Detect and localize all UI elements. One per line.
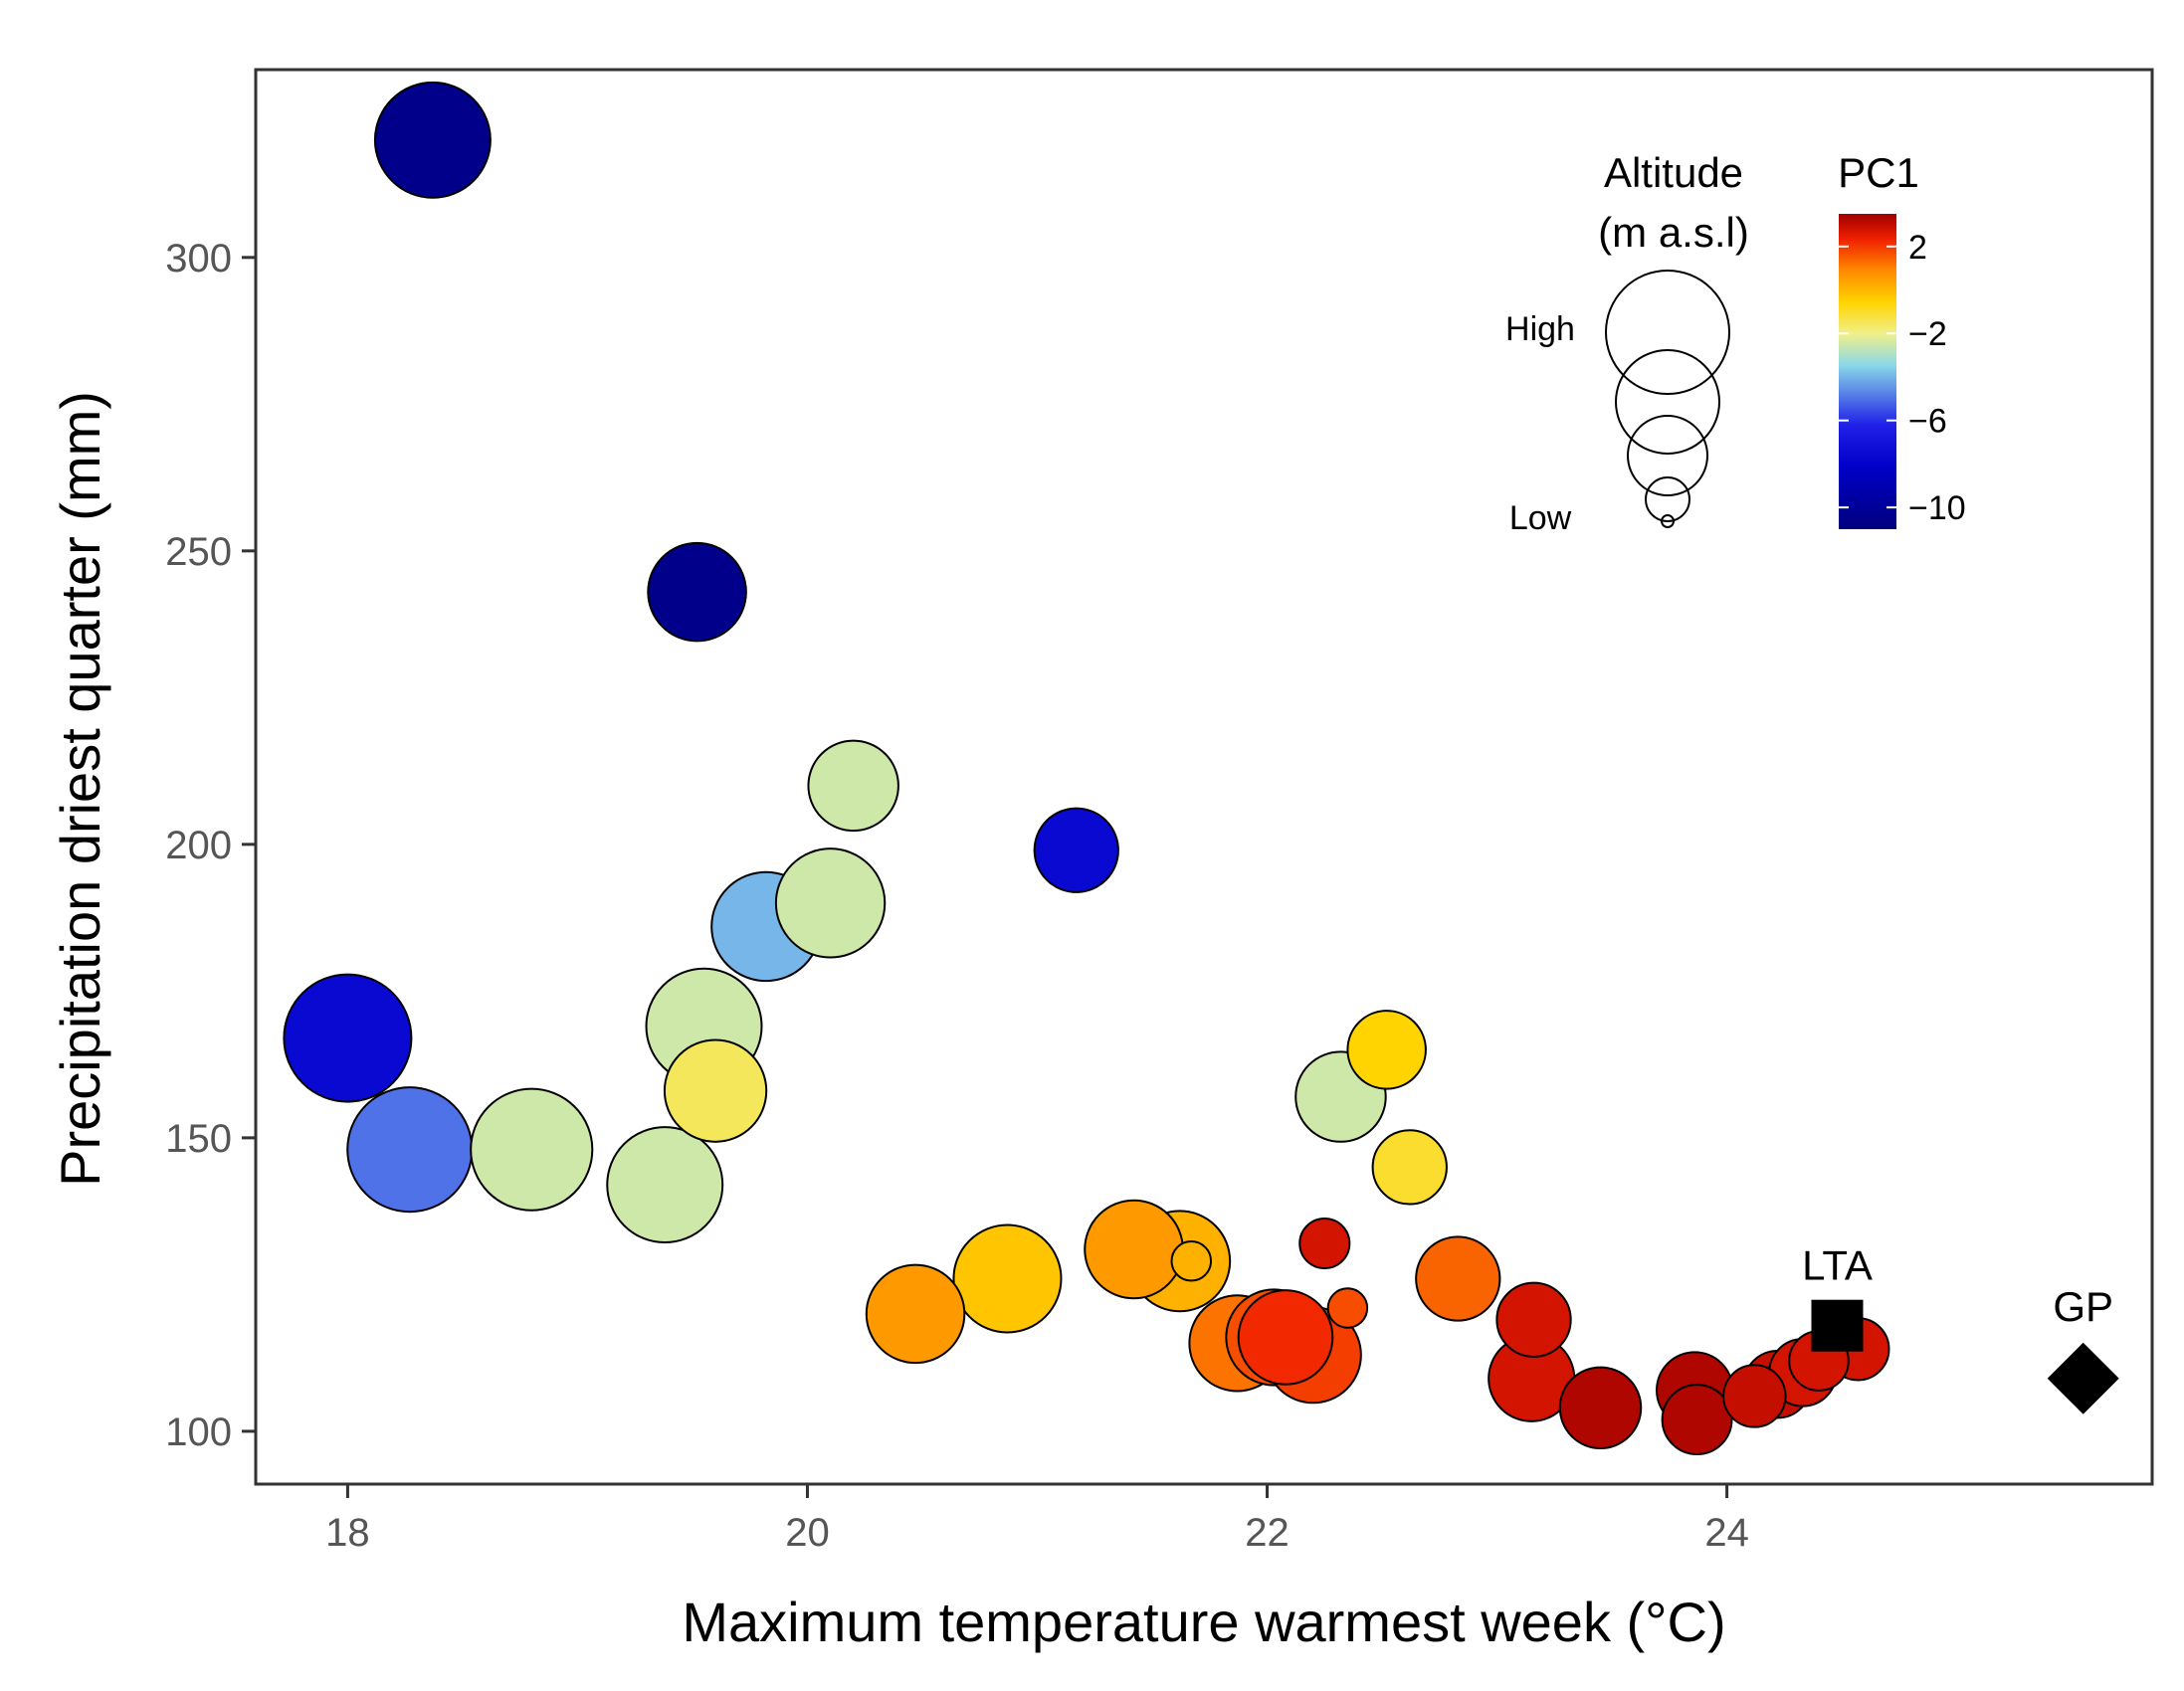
color-bar-tick-label: −6: [1908, 403, 1947, 441]
size-legend-low-label: Low: [1509, 499, 1572, 537]
data-point: [865, 1263, 966, 1365]
data-point: [952, 1223, 1063, 1334]
size-legend-circle-high: [1605, 270, 1730, 395]
y-tick-label: 150: [165, 1117, 232, 1161]
size-legend-high-label: High: [1505, 310, 1575, 348]
x-axis-title: Maximum temperature warmest week (°C): [682, 1591, 1725, 1653]
data-point: [807, 739, 899, 833]
y-tick-label: 250: [165, 530, 232, 574]
color-bar-tick-label: −10: [1908, 489, 1966, 527]
color-bar-ticks: 2 −2 −6 −10: [1839, 229, 1966, 527]
data-point: [1033, 807, 1119, 893]
color-legend: PC1 2 −2 −6 −10: [1838, 149, 1966, 529]
data-point: [283, 973, 413, 1103]
data-point: [1170, 1240, 1213, 1282]
reference-label-gp: GP: [2053, 1283, 2113, 1330]
color-bar: [1839, 214, 1896, 529]
x-tick-label: 22: [1245, 1511, 1290, 1555]
color-bar-tick-label: 2: [1908, 229, 1927, 267]
data-point: [663, 1038, 768, 1143]
size-legend-circle-mid-high: [1615, 349, 1720, 455]
color-legend-title: PC1: [1838, 149, 1919, 196]
data-point: [1495, 1281, 1572, 1358]
data-point: [606, 1126, 724, 1244]
data-point: [1661, 1384, 1733, 1456]
data-point: [1722, 1364, 1787, 1428]
size-legend-circle-mid-low: [1645, 476, 1690, 522]
size-legend-circle-mid: [1627, 415, 1708, 496]
y-tick-label: 100: [165, 1410, 232, 1454]
y-axis-ticks: 100 150 200 250 300: [165, 237, 256, 1454]
y-tick-label: 200: [165, 824, 232, 867]
x-tick-label: 24: [1704, 1511, 1749, 1555]
data-point: [346, 1086, 474, 1214]
size-legend: Altitude (m a.s.l) High Low: [1505, 149, 1749, 537]
reference-points: LTA GP: [1802, 1242, 2119, 1414]
data-point: [470, 1087, 594, 1212]
data-point: [647, 541, 747, 643]
data-point: [1415, 1235, 1501, 1322]
x-axis-ticks: 18 20 22 24: [325, 1484, 1749, 1555]
reference-label-lta: LTA: [1802, 1242, 1873, 1289]
size-legend-title-line1: Altitude: [1604, 149, 1743, 196]
data-point: [1326, 1287, 1369, 1329]
data-points: [283, 81, 1890, 1456]
data-point: [1298, 1218, 1351, 1270]
data-point: [774, 847, 887, 959]
size-legend-circle-low: [1661, 514, 1675, 528]
data-point: [373, 81, 492, 199]
x-tick-label: 20: [785, 1511, 830, 1555]
plot-panel: [254, 68, 2154, 1486]
size-legend-title-line2: (m a.s.l): [1598, 209, 1749, 256]
data-point: [1237, 1289, 1334, 1386]
y-tick-label: 300: [165, 237, 232, 281]
data-point: [1084, 1199, 1184, 1300]
data-point: [1346, 1010, 1427, 1090]
reference-point-gp: [2047, 1342, 2119, 1414]
y-axis-title: Precipitation driest quarter (mm): [49, 391, 111, 1187]
data-point: [1558, 1366, 1643, 1450]
color-bar-tick-label: −2: [1908, 315, 1947, 353]
x-tick-label: 18: [325, 1511, 370, 1555]
reference-point-lta: [1811, 1299, 1864, 1352]
data-point: [1371, 1129, 1448, 1206]
